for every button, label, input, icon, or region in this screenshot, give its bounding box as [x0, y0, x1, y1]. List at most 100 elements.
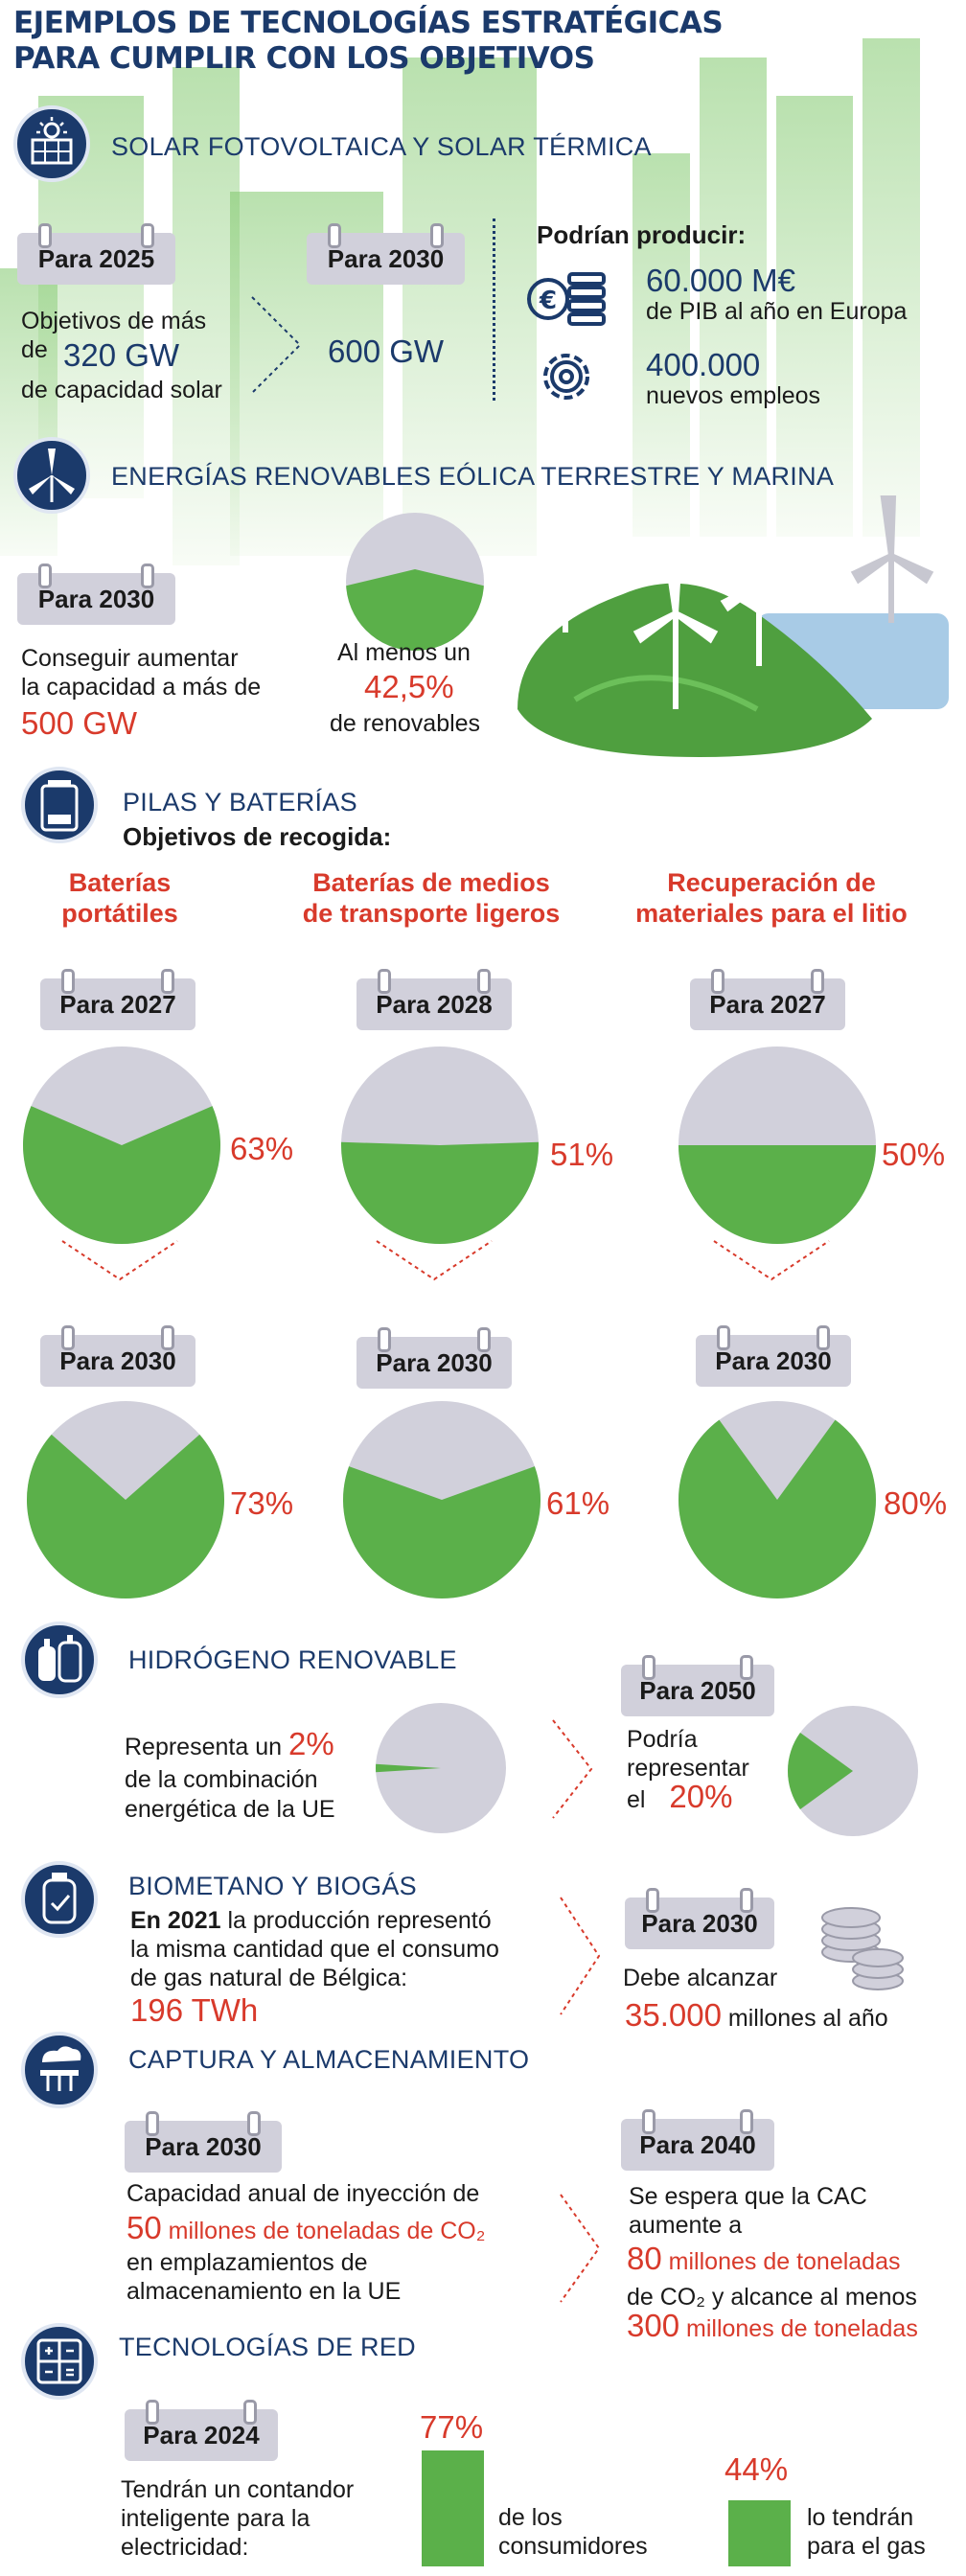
pie-slice: [22, 1106, 220, 1244]
batteries-col3-cal1: Para 2027: [690, 969, 845, 1030]
batteries-col1-cal2: Para 2030: [40, 1325, 196, 1387]
hydrogen-pie-2050: [374, 1701, 508, 1840]
batteries-col2-arrow: [376, 1240, 493, 1281]
biomethane-text-4: Debe alcanzar: [623, 1965, 778, 1991]
wind-text-1: Conseguir aumentar: [21, 645, 239, 672]
batteries-col1-pct1: 63%: [230, 1131, 294, 1166]
pie-slice: [788, 1733, 853, 1809]
grid-text-1: Tendrán un contandor: [121, 2476, 355, 2503]
grid-bar1-value: 77%: [420, 2409, 484, 2445]
grid-bar1-label-1: de los: [498, 2504, 563, 2531]
wind-section-title: ENERGÍAS RENOVABLES EÓLICA TERRESTRE Y M…: [111, 462, 835, 491]
biomethane-value-35000-line: 35.000 millones al año: [625, 1999, 888, 2033]
batteries-col3-head: Recuperación de materiales para el litio: [623, 867, 920, 929]
pie-slice: [678, 1145, 876, 1244]
hydrogen-pie-2050-target: [786, 1704, 920, 1843]
biomethane-text-1a: la producción representó: [227, 1907, 492, 1934]
batteries-col2-pie1: [339, 1045, 540, 1251]
hydrogen-text-5: representar: [627, 1755, 749, 1782]
hydrogen-text-1a: Representa un: [125, 1734, 283, 1760]
solar-text-1a: Objetivos de más: [21, 308, 207, 334]
solar-divider: [493, 218, 495, 401]
batteries-col1-pie2: [25, 1399, 226, 1605]
background-decoration-right: [613, 38, 966, 767]
biomethane-text-3: de gas natural de Bélgica:: [130, 1965, 408, 1991]
gear-icon: [533, 343, 600, 415]
capture-text-3: almacenamiento en la UE: [126, 2278, 402, 2305]
capture-value-80-line: 80 millones de toneladas: [627, 2241, 901, 2276]
batteries-col2-head-1: Baterías de medios: [312, 868, 550, 897]
batteries-col1-head-1: Baterías: [68, 868, 172, 897]
background-decoration: [0, 58, 575, 767]
biomethane-year: En 2021: [130, 1907, 221, 1934]
biomethane-section-title: BIOMETANO Y BIOGÁS: [128, 1872, 417, 1900]
hydrogen-tanks-icon: [21, 1622, 98, 1698]
batteries-col2-pct2: 61%: [546, 1485, 610, 1521]
solar-panel-icon: [13, 105, 90, 182]
solar-text-1c: de capacidad solar: [21, 377, 222, 403]
wind-pie-value: 42,5%: [364, 669, 454, 704]
biomethane-value-35000: 35.000: [625, 1997, 722, 2033]
capture-text-1: Capacidad anual de inyección de: [126, 2180, 480, 2207]
biomethane-text-2: la misma cantidad que el consumo: [130, 1936, 499, 1963]
batteries-col3-arrow: [713, 1240, 830, 1281]
batteries-col2-cal2: Para 2030: [356, 1327, 512, 1389]
wind-pie-text-2: de renovables: [330, 710, 481, 737]
hydrogen-arrow: [552, 1719, 593, 1819]
hydrogen-text-3: energética de la UE: [125, 1796, 335, 1823]
solar-arrow: [251, 296, 302, 394]
capture-value-300-unit: millones de toneladas: [686, 2315, 918, 2342]
batteries-col1-head-2: portátiles: [61, 899, 178, 928]
batteries-col2-cal1: Para 2028: [356, 969, 512, 1030]
svg-text:€: €: [539, 287, 557, 315]
page-title: EJEMPLOS DE TECNOLOGÍAS ESTRATÉGICAS PAR…: [13, 6, 724, 77]
biomethane-value-196: 196 TWh: [130, 1992, 259, 2028]
batteries-subtitle: Objetivos de recogida:: [123, 822, 392, 851]
solar-section-title: SOLAR FOTOVOLTAICA Y SOLAR TÉRMICA: [111, 132, 652, 161]
batteries-col1-pie1: [21, 1045, 222, 1251]
carbon-capture-icon: [21, 2032, 98, 2108]
batteries-col3-pie1: [677, 1045, 878, 1251]
batteries-col3-head-2: materiales para el litio: [635, 899, 908, 928]
pie-slice: [678, 1419, 876, 1598]
title-line-1: EJEMPLOS DE TECNOLOGÍAS ESTRATÉGICAS: [13, 6, 724, 40]
capture-arrow: [560, 2194, 601, 2303]
batteries-col2-head-2: de transporte ligeros: [302, 899, 561, 928]
solar-value-320: 320 GW: [63, 337, 180, 373]
grid-text-3: electricidad:: [121, 2534, 249, 2561]
batteries-col1-cal1: Para 2027: [40, 969, 196, 1030]
capture-value-80: 80: [627, 2241, 662, 2276]
capture-text-4: Se espera que la CAC: [629, 2183, 867, 2210]
solar-could-produce: Podrían producir:: [537, 220, 747, 249]
biomethane-text-5: millones al año: [727, 2005, 888, 2032]
batteries-col1-arrow: [61, 1240, 178, 1281]
solar-jobs-text: nuevos empleos: [646, 382, 821, 409]
capture-value-80-unit: millones de toneladas: [668, 2248, 901, 2275]
grid-text-2: inteligente para la: [121, 2505, 310, 2532]
hydrogen-calendar-2050: Para 2050: [621, 1655, 774, 1716]
batteries-col3-pct1: 50%: [882, 1137, 946, 1172]
batteries-col1-head: Baterías portátiles: [19, 867, 220, 929]
biomethane-text-1: En 2021 la producción representó: [130, 1906, 492, 1935]
capture-value-300-line: 300 millones de toneladas: [627, 2310, 918, 2343]
pie-slice: [27, 1434, 225, 1598]
batteries-col3-cal2: Para 2030: [696, 1325, 851, 1387]
batteries-col2-head: Baterías de medios de transporte ligeros: [288, 867, 575, 929]
grid-bar2-label-2: para el gas: [807, 2533, 926, 2560]
solar-pib-value: 60.000 M€: [646, 263, 795, 298]
hydrogen-text-4: Podría: [627, 1726, 698, 1753]
biomethane-calendar-2030: Para 2030: [625, 1888, 774, 1949]
battery-icon: [21, 767, 98, 843]
capture-text-5: aumente a: [629, 2212, 743, 2239]
batteries-col2-pie2: [341, 1399, 542, 1605]
capture-value-50-line: 50 millones de toneladas de CO₂: [126, 2212, 485, 2245]
hydrogen-text-2: de la combinación: [125, 1766, 318, 1793]
wind-text-2: la capacidad a más de: [21, 674, 262, 701]
wind-pie: [346, 513, 484, 651]
biomethane-arrow: [560, 1897, 601, 2015]
hydrogen-text-6: el 20%: [627, 1781, 732, 1814]
batteries-col3-head-1: Recuperación de: [667, 868, 876, 897]
solar-value-600: 600 GW: [328, 334, 445, 369]
hydrogen-value-2: 2%: [288, 1726, 334, 1761]
solar-pib-text: de PIB al año en Europa: [646, 298, 908, 325]
